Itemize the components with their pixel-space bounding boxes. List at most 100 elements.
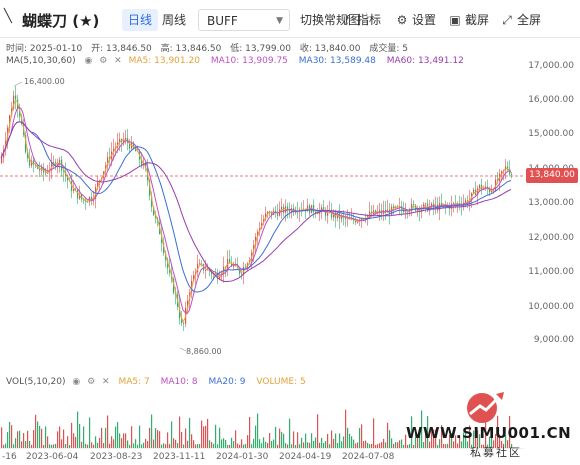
screenshot-button[interactable]: ▣ 截屏: [448, 10, 489, 30]
product-select[interactable]: BUFF ▼: [198, 9, 290, 31]
volume-bar: [239, 444, 241, 448]
candle-body: [477, 188, 479, 196]
volume-bar: [445, 444, 447, 448]
volume-chart[interactable]: [0, 388, 524, 448]
candle-body: [327, 211, 329, 216]
volume-bar: [351, 436, 353, 448]
candle-body: [257, 231, 259, 237]
volume-bar: [281, 431, 283, 448]
volume-bar: [321, 437, 323, 448]
candle-body: [45, 172, 47, 174]
high-annotation-line: [13, 81, 23, 87]
date-tick: 2024-04-19: [279, 452, 332, 462]
candle-body: [179, 306, 181, 319]
candle-body: [489, 189, 491, 193]
volume-bar: [343, 436, 345, 448]
volume-bar: [73, 433, 75, 448]
date-tick: 2023-11-11: [153, 452, 206, 462]
volume-bar: [483, 444, 485, 448]
close-icon[interactable]: ✕: [114, 56, 122, 66]
candle-body: [119, 139, 121, 143]
candle-body: [219, 276, 221, 280]
volume-bar: [439, 439, 441, 448]
volume-bar: [485, 421, 487, 448]
volume-bar: [15, 438, 17, 448]
candle-body: [241, 273, 243, 275]
volume-bar: [231, 437, 233, 448]
price-tick: 12,000.00: [528, 233, 574, 243]
volume-bar: [67, 436, 69, 448]
vol-ma5: MA5: 7: [118, 377, 150, 387]
volume-bar: [111, 436, 113, 448]
volume-bar: [399, 440, 401, 448]
volume-bar: [105, 427, 107, 448]
switch-chart-button[interactable]: 切换常规图: [300, 13, 361, 27]
price-tick: 9,000.00: [533, 335, 574, 345]
volume-bar: [479, 434, 481, 448]
candle-body: [59, 159, 61, 163]
tab-weekly[interactable]: 周线: [162, 13, 187, 27]
volume-bar: [249, 416, 251, 448]
candle-body: [53, 162, 55, 164]
eye-icon[interactable]: ◉: [72, 377, 81, 387]
vol-current: VOLUME: 5: [256, 377, 306, 387]
volume-bar: [499, 434, 501, 448]
candle-body: [479, 184, 481, 189]
ma-label: MA(5,10,30,60): [6, 56, 76, 66]
eye-icon[interactable]: ◉: [84, 56, 93, 66]
price-tick: 17,000.00: [528, 61, 574, 71]
tab-daily[interactable]: 日线: [122, 9, 159, 31]
candlestick-chart[interactable]: 16,400.00 8,860.00: [0, 58, 524, 368]
volume-bar: [237, 443, 239, 448]
ma5-value: MA5: 13,901.20: [128, 56, 200, 66]
volume-bar: [79, 424, 81, 448]
volume-bar: [475, 436, 477, 448]
candle-body: [181, 318, 183, 324]
volume-bar: [269, 432, 271, 448]
candle-body: [233, 265, 235, 267]
volume-bar: [461, 441, 463, 448]
volume-bar: [65, 443, 67, 448]
watermark-subtitle: 私募社区: [470, 446, 522, 459]
volume-bar: [217, 444, 219, 448]
price-tick: 11,000.00: [528, 267, 574, 277]
back-arrow-icon[interactable]: ╲: [4, 9, 12, 24]
candle-body: [33, 160, 35, 165]
volume-bar: [391, 438, 393, 448]
volume-bar: [99, 437, 101, 448]
volume-bar: [389, 430, 391, 448]
volume-bar: [91, 442, 93, 448]
volume-bar: [255, 425, 257, 448]
candle-body: [9, 115, 11, 128]
volume-bar: [153, 439, 155, 448]
volume-bar: [29, 441, 31, 448]
candle-body: [47, 172, 49, 174]
volume-bar: [243, 444, 245, 448]
close-icon[interactable]: ✕: [102, 377, 110, 387]
volume-bar: [37, 421, 39, 448]
settings-small-icon[interactable]: ⚙: [99, 56, 108, 66]
volume-bar: [109, 443, 111, 448]
candle-body: [285, 206, 287, 213]
indicator-button[interactable]: 𝑓 指标: [340, 10, 381, 30]
volume-bar: [107, 415, 109, 448]
settings-small-icon[interactable]: ⚙: [87, 377, 96, 387]
volume-bar: [51, 444, 53, 448]
candle-body: [325, 210, 327, 216]
volume-bar: [57, 431, 59, 448]
volume-bar: [203, 426, 205, 448]
simu-logo-icon: [467, 392, 504, 423]
volume-bar: [163, 443, 165, 448]
volume-bar: [375, 444, 377, 448]
candle-body: [245, 267, 247, 268]
info-volume: 成交量: 5: [369, 44, 409, 54]
candle-body: [505, 166, 507, 170]
volume-bar: [189, 417, 191, 448]
fullscreen-button[interactable]: ⤢ 全屏: [500, 10, 541, 30]
volume-bar: [253, 438, 255, 448]
volume-bar: [295, 444, 297, 448]
toolbar-divider: [366, 12, 367, 26]
settings-button[interactable]: ⚙ 设置: [395, 10, 436, 30]
volume-bar: [275, 426, 277, 448]
volume-bar: [5, 443, 7, 448]
